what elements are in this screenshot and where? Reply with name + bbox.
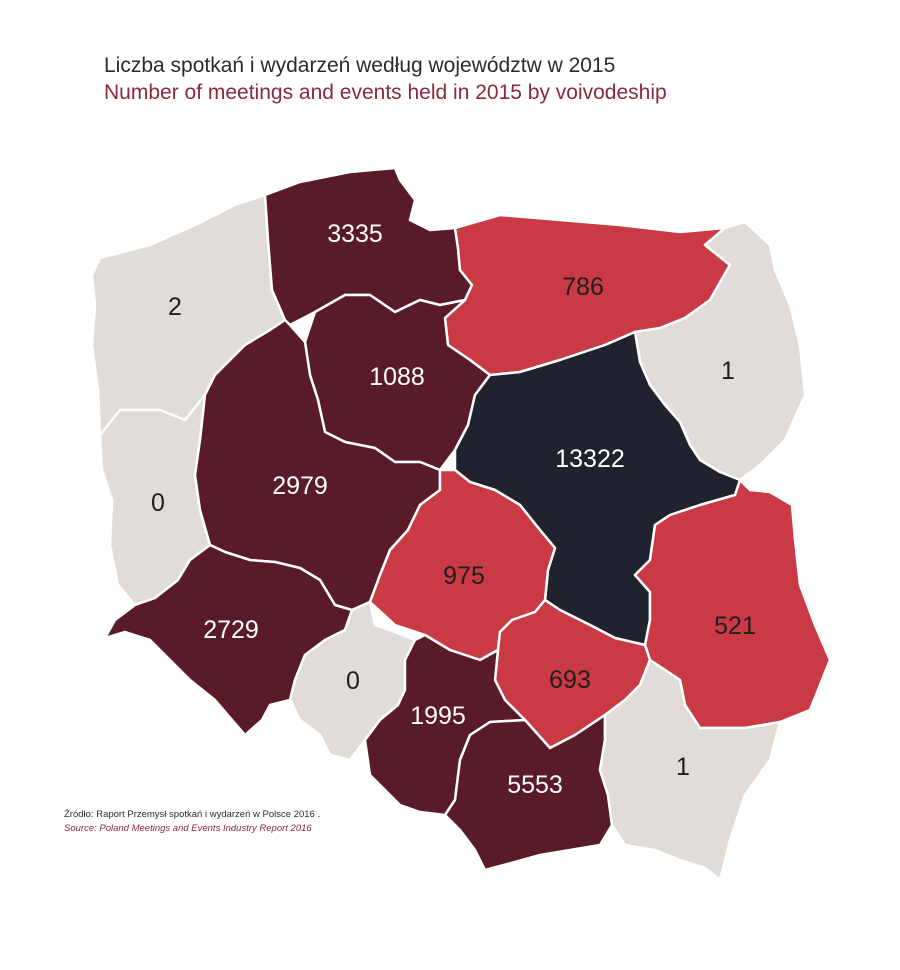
label-dolnoslaskie: 2729 bbox=[203, 616, 259, 644]
label-swietokrzyskie: 693 bbox=[549, 666, 591, 694]
label-lubelskie: 521 bbox=[714, 612, 756, 640]
label-kujawsko-pomorskie: 1088 bbox=[369, 363, 425, 391]
source-note: Źródło: Raport Przemysł spotkań i wydarz… bbox=[64, 808, 320, 836]
source-polish: Źródło: Raport Przemysł spotkań i wydarz… bbox=[64, 809, 321, 820]
title-polish: Liczba spotkań i wydarzeń według wojewód… bbox=[104, 54, 616, 77]
label-mazowieckie: 13322 bbox=[555, 445, 625, 473]
map-title: Liczba spotkań i wydarzeń według wojewód… bbox=[104, 52, 667, 106]
label-slaskie: 1995 bbox=[410, 702, 466, 730]
label-pomorskie: 3335 bbox=[327, 220, 383, 248]
label-malopolskie: 5553 bbox=[507, 771, 563, 799]
label-podkarpackie: 1 bbox=[676, 753, 690, 781]
region-podkarpackie bbox=[598, 658, 782, 882]
label-podlaskie: 1 bbox=[721, 357, 735, 385]
title-english: Number of meetings and events held in 20… bbox=[104, 81, 667, 104]
label-zachodniopomorskie: 2 bbox=[168, 293, 182, 321]
label-wielkopolskie: 2979 bbox=[272, 472, 328, 500]
label-lubuskie: 0 bbox=[151, 489, 165, 517]
label-lodzkie: 975 bbox=[443, 562, 485, 590]
source-english: Source: Poland Meetings and Events Indus… bbox=[64, 823, 312, 834]
label-opolskie: 0 bbox=[346, 667, 360, 695]
label-warminsko-mazurskie: 786 bbox=[562, 273, 604, 301]
